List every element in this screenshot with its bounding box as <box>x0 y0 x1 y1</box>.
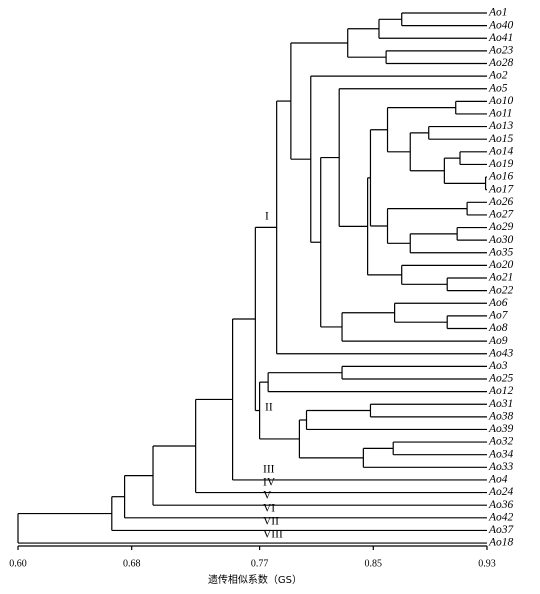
leaf-label: Ao19 <box>488 158 514 170</box>
group-label: I <box>265 211 269 223</box>
leaf-label: Ao37 <box>488 524 515 536</box>
group-label: IV <box>263 477 276 489</box>
leaf-label: Ao27 <box>488 209 515 221</box>
group-label: VII <box>263 516 279 528</box>
leaf-label: Ao41 <box>488 32 513 44</box>
group-label: III <box>263 464 275 476</box>
leaf-label: Ao6 <box>488 297 508 309</box>
leaf-label: Ao39 <box>488 423 514 435</box>
leaf-label: Ao13 <box>488 120 514 132</box>
leaf-label: Ao28 <box>488 57 514 69</box>
x-tick-label: 0.93 <box>478 558 496 569</box>
leaf-label: Ao10 <box>488 95 514 107</box>
leaf-label: Ao33 <box>488 461 514 473</box>
leaf-label: Ao40 <box>488 19 514 31</box>
leaf-label: Ao14 <box>488 145 514 157</box>
leaf-label: Ao5 <box>488 82 508 94</box>
leaf-label: Ao25 <box>488 373 514 385</box>
leaf-label: Ao1 <box>488 7 508 19</box>
leaf-label: Ao42 <box>488 511 514 523</box>
leaf-label: Ao32 <box>488 436 514 448</box>
leaf-label: Ao18 <box>488 537 514 549</box>
x-axis-title: 遗传相似系数（GS） <box>208 573 302 586</box>
leaf-label: Ao22 <box>488 284 514 296</box>
leaf-label: Ao8 <box>488 322 508 334</box>
leaf-label: Ao29 <box>488 221 514 233</box>
leaf-label: Ao36 <box>488 499 514 511</box>
leaf-label: Ao16 <box>488 171 514 183</box>
leaf-label: Ao31 <box>488 398 513 410</box>
leaf-label: Ao12 <box>488 385 514 397</box>
leaf-label: Ao34 <box>488 448 514 460</box>
leaf-label: Ao4 <box>488 474 508 486</box>
leaf-label: Ao26 <box>488 196 514 208</box>
group-label: II <box>265 402 273 414</box>
x-tick-label: 0.60 <box>9 558 27 569</box>
leaf-label: Ao38 <box>488 410 514 422</box>
leaf-label: Ao11 <box>488 108 512 120</box>
leaf-label: Ao3 <box>488 360 508 372</box>
group-label: VIII <box>263 529 283 541</box>
group-label: V <box>263 490 272 502</box>
x-tick-label: 0.85 <box>365 558 383 569</box>
group-label: VI <box>263 503 275 515</box>
leaf-label: Ao21 <box>488 272 513 284</box>
leaf-label: Ao9 <box>488 335 508 347</box>
leaf-label: Ao23 <box>488 45 514 57</box>
leaf-label: Ao43 <box>488 347 514 359</box>
x-tick-label: 0.77 <box>251 558 269 569</box>
leaf-label: Ao15 <box>488 133 514 145</box>
leaf-label: Ao30 <box>488 234 514 246</box>
leaf-label: Ao17 <box>488 183 515 195</box>
leaf-label: Ao2 <box>488 70 508 82</box>
leaf-label: Ao20 <box>488 259 514 271</box>
leaf-label: Ao24 <box>488 486 514 498</box>
x-tick-label: 0.68 <box>123 558 141 569</box>
leaf-label: Ao7 <box>488 310 509 322</box>
leaf-label: Ao35 <box>488 246 514 258</box>
